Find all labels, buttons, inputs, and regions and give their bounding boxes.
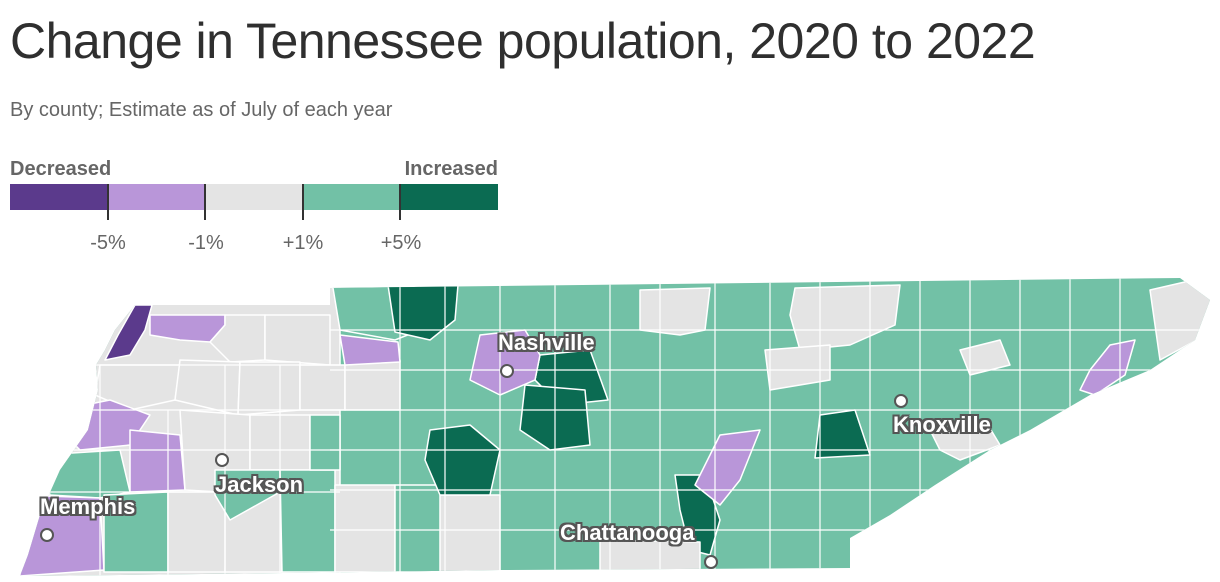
knoxville-marker xyxy=(894,394,908,408)
legend-tick xyxy=(302,184,304,220)
legend-swatch-strong-increase xyxy=(400,184,498,210)
county-borders xyxy=(20,278,1210,576)
city-label-memphis: Memphis xyxy=(40,494,136,519)
legend-tick-label: -5% xyxy=(90,232,126,254)
city-label-knoxville: Knoxville xyxy=(893,412,991,437)
county-region xyxy=(959,339,1011,376)
legend-tick-label: +5% xyxy=(380,232,422,254)
county-region xyxy=(344,359,401,411)
legend-decreased-label: Decreased xyxy=(10,158,112,180)
city-label-nashville: Nashville xyxy=(498,330,595,355)
county-region xyxy=(264,314,331,366)
county-region xyxy=(764,344,831,391)
chattanooga-marker xyxy=(704,555,718,569)
city-label-chattanooga: Chattanooga xyxy=(560,520,695,545)
legend-swatch-strong-decrease xyxy=(10,184,108,210)
legend-tick xyxy=(107,184,109,220)
nashville-marker xyxy=(500,364,514,378)
legend-tick-label: -1% xyxy=(188,232,224,254)
county-region xyxy=(214,469,281,521)
jackson-marker xyxy=(215,453,229,467)
legend-swatch-decrease xyxy=(107,184,206,210)
county-region xyxy=(129,429,186,493)
city-label-jackson: Jackson xyxy=(215,472,304,497)
legend-tick-label: +1% xyxy=(282,232,324,254)
legend-color-bar xyxy=(10,184,498,210)
county-region xyxy=(309,414,341,471)
county-shapes xyxy=(20,278,1210,576)
county-region xyxy=(334,484,396,573)
county-region xyxy=(299,364,346,411)
county-region xyxy=(104,304,153,361)
county-region xyxy=(394,484,446,573)
tennessee-county-map xyxy=(20,278,1210,576)
legend-swatch-increase xyxy=(302,184,401,210)
memphis-marker xyxy=(40,528,54,542)
legend-tick xyxy=(399,184,401,220)
county-region xyxy=(639,287,711,336)
county-region xyxy=(167,491,229,573)
legend-tick xyxy=(204,184,206,220)
county-border xyxy=(20,364,340,576)
county-region xyxy=(237,361,301,416)
county-region xyxy=(789,284,901,351)
county-region xyxy=(1149,278,1210,361)
county-region xyxy=(424,424,501,496)
county-region xyxy=(694,429,761,506)
county-border xyxy=(330,329,1210,531)
chart-subtitle: By county; Estimate as of July of each y… xyxy=(10,99,393,121)
legend-increased-label: Increased xyxy=(404,158,498,180)
county-region xyxy=(439,494,501,573)
legend-swatch-stable xyxy=(205,184,303,210)
county-region xyxy=(39,449,131,499)
chart-title: Change in Tennessee population, 2020 to … xyxy=(10,13,1036,69)
legend: Decreased Increased -5% -1% +1% +5% xyxy=(10,158,498,258)
